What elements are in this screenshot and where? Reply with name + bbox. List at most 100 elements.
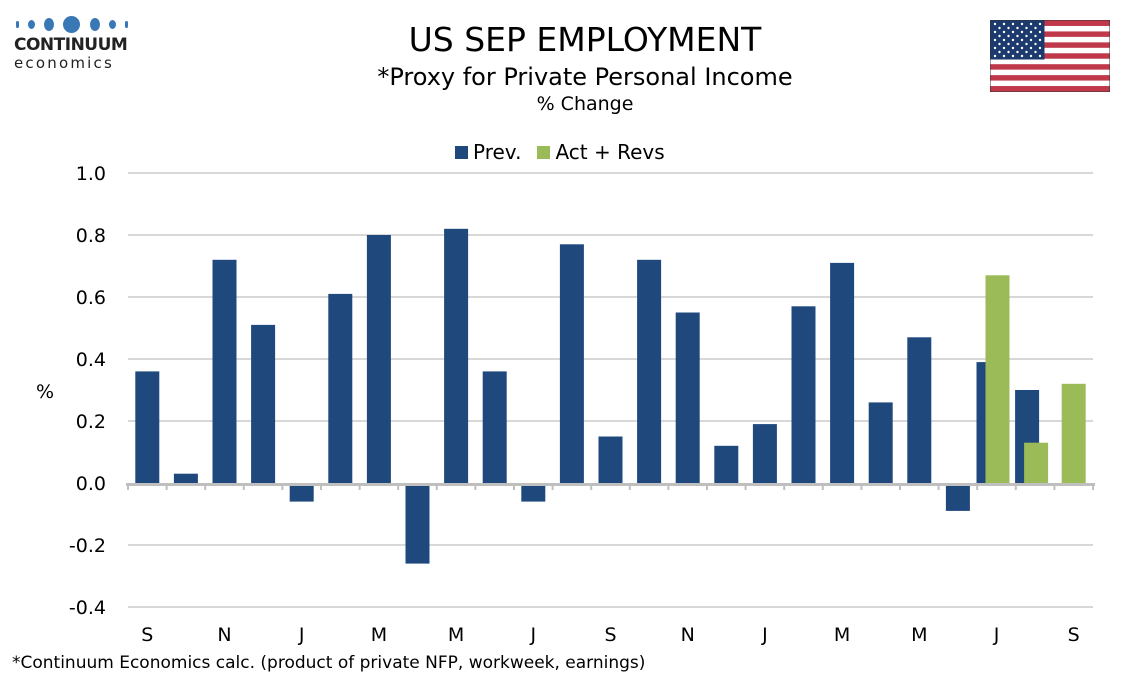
bar-prev (212, 259, 237, 483)
flag-star (1029, 30, 1033, 34)
y-tick-label: -0.4 (69, 597, 106, 619)
flag-stripe (990, 20, 1110, 26)
flag-star (1038, 38, 1042, 42)
x-tick-label: J (993, 624, 1000, 646)
y-tick-label: 0.6 (76, 287, 106, 309)
logo-subtitle: economics (14, 54, 114, 72)
flag-star (1029, 54, 1033, 58)
y-tick-label: 0.0 (76, 473, 106, 495)
flag-star (1002, 22, 1006, 26)
bar-prev (482, 371, 507, 483)
bar-prev (366, 235, 391, 483)
y-tick-label: 1.0 (76, 163, 106, 185)
flag-star (1029, 38, 1033, 42)
chart-unit: % Change (536, 93, 634, 115)
flag-stripe (990, 86, 1110, 92)
x-tick-label: N (217, 624, 231, 646)
x-tick-label: J (529, 624, 536, 646)
flag-star (1007, 42, 1010, 46)
flag-star (1025, 34, 1028, 38)
x-tick-label: M (448, 624, 464, 646)
legend-swatch-prev (455, 145, 468, 159)
flag-star (1034, 42, 1037, 46)
x-tick-label: S (604, 624, 616, 646)
x-tick-label: N (681, 624, 695, 646)
flag-star (1020, 38, 1024, 42)
chart-legend: Prev. Act + Revs (455, 140, 681, 164)
flag-star (1016, 26, 1019, 30)
flag-star (1025, 50, 1028, 54)
us-flag-icon (990, 20, 1110, 92)
x-tick-label: S (1068, 624, 1080, 646)
flag-star (1029, 46, 1033, 50)
bar-prev (714, 445, 739, 483)
x-axis (126, 483, 1095, 490)
flag-star (1038, 54, 1042, 58)
flag-star (993, 22, 997, 26)
flag-star (1002, 46, 1006, 50)
flag-star (1020, 46, 1024, 50)
bar-prev (868, 402, 893, 483)
bar-prev (559, 244, 584, 483)
bar-prev (289, 483, 314, 502)
flag-star (1002, 38, 1006, 42)
flag-star (1007, 26, 1010, 30)
bars (135, 228, 1086, 564)
flag-stripe (990, 64, 1110, 70)
bar-prev (791, 306, 816, 483)
flag-star (1002, 54, 1006, 58)
bar-prev (521, 483, 546, 502)
flag-star (998, 50, 1001, 54)
flag-star (993, 30, 997, 34)
bar-prev (173, 473, 198, 483)
chart-title: US SEP EMPLOYMENT (408, 20, 762, 59)
legend-label-prev: Prev. (473, 140, 522, 164)
x-tick-label: J (298, 624, 305, 646)
flag-star (1020, 30, 1024, 34)
flag-star (1011, 54, 1015, 58)
flag-star (998, 42, 1001, 46)
flag-star (1007, 34, 1010, 38)
bar-prev (405, 483, 430, 564)
bar-act-revs (985, 275, 1010, 483)
flag-star (1034, 26, 1037, 30)
flag-star (1016, 50, 1019, 54)
bar-prev (830, 262, 855, 483)
flag-star (1038, 30, 1042, 34)
flag-star (1011, 22, 1015, 26)
bar-prev (328, 293, 353, 483)
logo-dots-icon (16, 14, 128, 34)
bar-prev (251, 324, 276, 483)
bar-act-revs (1024, 442, 1049, 483)
y-axis-label: % (36, 381, 54, 403)
flag-star (1016, 34, 1019, 38)
x-tick-label: S (141, 624, 153, 646)
flag-star (1034, 50, 1037, 54)
flag-star (998, 34, 1001, 38)
legend-swatch-act (537, 145, 551, 159)
flag-star (1011, 30, 1015, 34)
footnote: *Continuum Economics calc. (product of p… (12, 653, 646, 673)
flag-stripe (990, 75, 1110, 81)
x-tick-label: M (371, 624, 387, 646)
flag-star (1016, 42, 1019, 46)
y-tick-label: 0.4 (76, 349, 106, 371)
flag-star (1020, 22, 1024, 26)
y-axis-ticks: 1.0 0.8 0.6 0.4 0.2 0.0 -0.2 -0.4 (69, 163, 106, 619)
x-tick-label: M (911, 624, 927, 646)
y-tick-label: 0.2 (76, 411, 106, 433)
bar-prev (907, 337, 932, 483)
bar-prev (752, 424, 777, 483)
legend-item-prev: Prev. (455, 140, 521, 164)
flag-star (993, 38, 997, 42)
bar-prev (637, 259, 662, 483)
legend-item-act: Act + Revs (537, 140, 665, 164)
flag-star (1025, 26, 1028, 30)
continuum-logo: CONTINUUM economics (14, 14, 134, 71)
y-tick-label: -0.2 (69, 535, 106, 557)
y-tick-label: 0.8 (76, 225, 106, 247)
legend-label-act: Act + Revs (555, 140, 665, 164)
flag-star (1038, 46, 1042, 50)
